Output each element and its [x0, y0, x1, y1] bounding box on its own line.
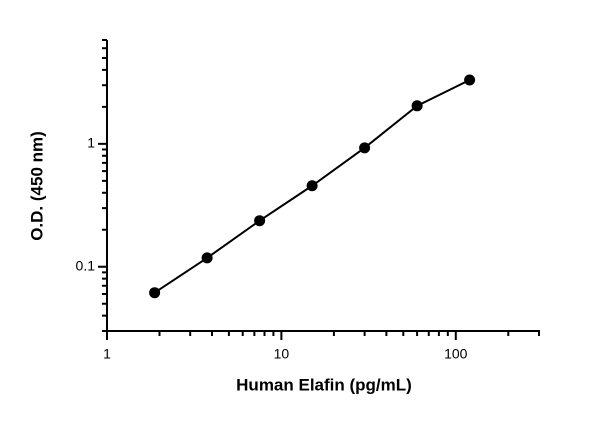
point [411, 100, 423, 112]
x-tick-label: 10 [274, 346, 290, 362]
y-tick-label: 0.1 [76, 257, 96, 273]
point [306, 180, 318, 192]
y-axis-title: O.D. (450 nm) [27, 131, 46, 241]
point [464, 74, 476, 86]
point [201, 252, 213, 264]
y-tick-label: 1 [87, 135, 95, 151]
x-tick-label: 100 [444, 346, 468, 362]
point [359, 142, 371, 154]
point [254, 215, 266, 227]
x-axis-title: Human Elafin (pg/mL) [236, 375, 412, 394]
point [149, 287, 161, 299]
x-tick-label: 1 [103, 346, 111, 362]
